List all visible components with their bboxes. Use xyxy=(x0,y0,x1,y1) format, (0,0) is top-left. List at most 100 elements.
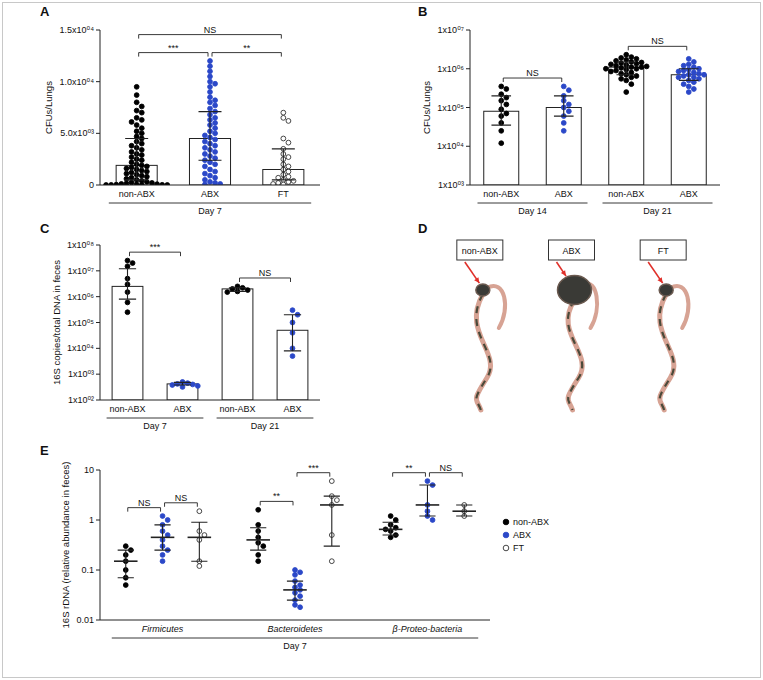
median-line xyxy=(416,504,440,506)
data-point xyxy=(134,129,139,134)
legend-label: non-ABX xyxy=(513,517,549,527)
error-bar xyxy=(191,522,207,561)
data-point xyxy=(681,74,686,79)
y-tick xyxy=(96,620,100,621)
category-label: Bacteroidetes xyxy=(267,624,323,634)
data-point xyxy=(691,60,696,65)
data-point xyxy=(256,553,261,558)
group-line xyxy=(603,203,713,204)
data-point xyxy=(329,479,334,484)
data-point xyxy=(624,52,629,57)
significance-label: NS xyxy=(259,268,272,278)
panel-letter: E xyxy=(40,443,49,458)
panel-letter: C xyxy=(40,221,50,236)
data-point xyxy=(388,514,393,519)
data-point xyxy=(566,109,571,114)
y-tick xyxy=(466,68,470,69)
data-point xyxy=(129,150,134,155)
data-point xyxy=(208,100,213,105)
data-point xyxy=(293,568,298,573)
y-tick-label: 1x10⁰³ xyxy=(438,180,464,190)
data-point xyxy=(290,354,295,359)
category-label: non-ABX xyxy=(109,404,145,414)
data-point xyxy=(256,522,261,527)
group-line xyxy=(478,203,588,204)
data-point xyxy=(388,535,393,540)
data-point xyxy=(213,181,218,185)
data-point xyxy=(203,133,208,138)
category-label: ABX xyxy=(173,404,191,414)
significance-label: ** xyxy=(273,491,281,501)
data-point xyxy=(298,570,303,575)
plot-marks xyxy=(484,52,707,185)
data-point xyxy=(393,518,398,523)
bar xyxy=(671,75,706,185)
group-label: Day 14 xyxy=(518,206,547,216)
intestine-content xyxy=(660,294,674,410)
y-tick xyxy=(96,245,100,246)
data-point xyxy=(139,147,144,152)
data-point xyxy=(644,64,649,69)
significance-label: *** xyxy=(168,43,179,53)
cecum xyxy=(476,284,490,296)
data-point xyxy=(619,66,624,71)
figure: 05.0x10⁰³1.0x10⁰⁴1.5x10⁰⁴CFUs/Lungsnon-A… xyxy=(0,0,763,680)
intestine-content xyxy=(476,294,490,410)
significance-bracket xyxy=(139,35,282,39)
y-tick xyxy=(96,30,100,31)
data-point xyxy=(124,176,129,181)
category-label: ABX xyxy=(201,189,219,199)
data-point xyxy=(504,111,509,116)
data-point xyxy=(134,123,139,128)
data-point xyxy=(208,79,213,84)
data-point xyxy=(208,84,213,89)
group-label: Day 7 xyxy=(143,421,167,431)
significance-label: *** xyxy=(308,463,319,473)
y-tick xyxy=(466,30,470,31)
data-point xyxy=(329,559,334,564)
image-label: non-ABX xyxy=(462,246,498,256)
data-point xyxy=(213,137,218,142)
data-point xyxy=(160,559,165,564)
data-point xyxy=(139,104,144,109)
category-label: non-ABX xyxy=(119,189,155,199)
significance-bracket xyxy=(628,46,687,50)
y-tick-label: 1x10⁰⁶ xyxy=(67,292,94,302)
arrow xyxy=(465,262,480,283)
x-axis xyxy=(100,400,320,401)
y-axis-title: 16S rDNA (relative abundance in feces) xyxy=(60,462,71,629)
error-bar xyxy=(119,269,136,299)
label-box xyxy=(640,240,686,260)
data-point xyxy=(639,60,644,65)
data-point xyxy=(702,72,707,77)
label-box xyxy=(457,240,503,260)
data-point xyxy=(139,173,144,178)
median-line xyxy=(452,510,476,512)
data-point xyxy=(213,98,218,103)
data-point xyxy=(639,65,644,70)
data-point xyxy=(139,126,144,131)
data-point xyxy=(286,164,291,169)
data-point xyxy=(139,131,144,136)
y-tick-label: 10 xyxy=(84,465,94,475)
y-tick-label: 1x10⁰⁷ xyxy=(68,266,94,276)
y-tick-label: 1x10⁰⁵ xyxy=(67,318,94,328)
data-point xyxy=(629,82,634,87)
plot-marks xyxy=(114,479,476,610)
data-point xyxy=(213,169,218,174)
error-bar xyxy=(125,139,148,180)
data-point xyxy=(129,160,134,165)
data-point xyxy=(208,180,213,185)
data-point xyxy=(134,108,139,113)
data-point xyxy=(165,518,170,523)
data-point xyxy=(499,128,504,133)
y-tick-label: 1.0x10⁰⁴ xyxy=(60,77,95,87)
y-tick-label: 1x10⁰³ xyxy=(68,369,94,379)
data-point xyxy=(334,498,339,503)
data-point xyxy=(298,583,303,588)
data-point xyxy=(290,308,295,313)
data-point xyxy=(634,66,639,71)
data-point xyxy=(614,68,619,73)
data-point xyxy=(681,82,686,87)
data-point xyxy=(125,310,130,315)
